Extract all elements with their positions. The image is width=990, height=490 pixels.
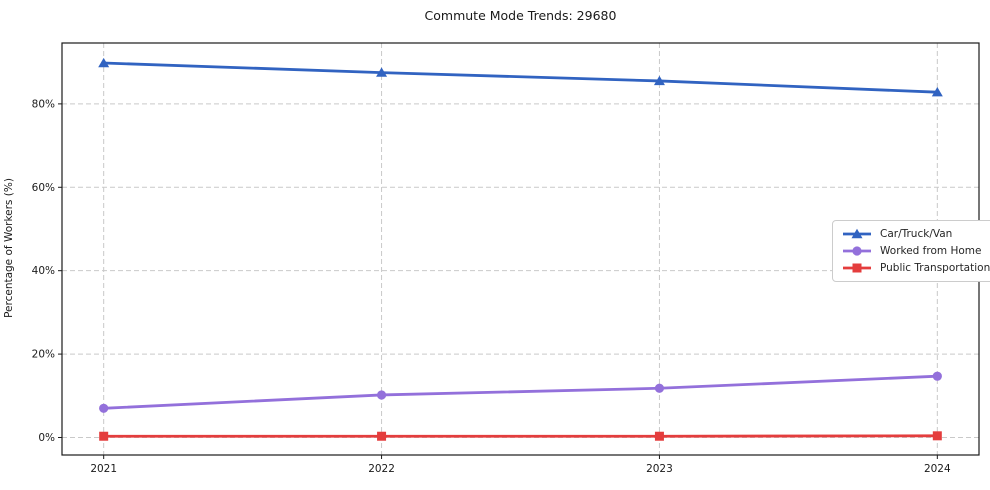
series-public-transportation-square-marker bbox=[654, 431, 664, 441]
legend-entry-worked-from-home: Worked from Home bbox=[841, 245, 990, 257]
y-tick-label: 80% bbox=[32, 98, 55, 110]
series-public-transportation-square-marker bbox=[377, 431, 387, 441]
legend-label-car-truck-van: Car/Truck/Van bbox=[880, 228, 953, 240]
y-tick-label: 40% bbox=[32, 265, 55, 277]
series-public-transportation-square-marker bbox=[99, 431, 109, 441]
legend-sample-circle-icon bbox=[843, 246, 871, 256]
y-tick-label: 60% bbox=[32, 182, 55, 194]
legend-sample-triangle-icon bbox=[843, 228, 871, 239]
legend-entry-public-transportation: Public Transportation bbox=[841, 262, 990, 274]
series-car-truck-van-triangle-marker bbox=[98, 57, 110, 68]
series-public-transportation-square-marker bbox=[932, 431, 942, 441]
legend-worked-from-home-circle-marker bbox=[852, 246, 862, 256]
series-worked-from-home-circle-marker bbox=[99, 403, 109, 413]
series-worked-from-home-circle-marker bbox=[376, 390, 387, 400]
y-tick-label: 0% bbox=[38, 432, 55, 444]
legend: Car/Truck/Van Worked from Home Public Tran… bbox=[832, 220, 990, 282]
legend-label-worked-from-home: Worked from Home bbox=[880, 245, 982, 257]
chart-title: Commute Mode Trends: 29680 bbox=[424, 8, 617, 23]
series-line-worked-from-home bbox=[102, 374, 939, 410]
x-tick-label: 2021 bbox=[90, 463, 117, 475]
series-car-truck-van-triangle-marker bbox=[653, 75, 665, 86]
legend-sample-square-icon bbox=[843, 263, 871, 273]
legend-public-transportation-square-marker bbox=[852, 263, 862, 273]
x-tick-label: 2024 bbox=[924, 463, 951, 475]
y-tick-label: 20% bbox=[32, 349, 55, 361]
legend-label-public-transportation: Public Transportation bbox=[880, 262, 990, 274]
series-car-truck-van-triangle-marker bbox=[931, 87, 943, 97]
series-worked-from-home-circle-marker bbox=[932, 371, 942, 381]
series-line-car-truck-van bbox=[102, 61, 939, 94]
x-tick-label: 2022 bbox=[368, 463, 395, 475]
legend-car-truck-van-triangle-marker bbox=[851, 228, 863, 239]
legend-entry-car-truck-van: Car/Truck/Van bbox=[841, 228, 990, 240]
series-worked-from-home-circle-marker bbox=[654, 383, 665, 393]
x-tick-label: 2023 bbox=[646, 463, 673, 475]
series-car-truck-van-triangle-marker bbox=[376, 67, 388, 77]
